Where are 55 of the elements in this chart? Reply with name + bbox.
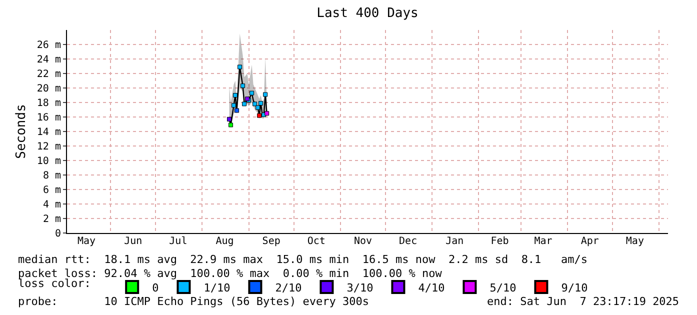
point [257, 113, 262, 118]
x-tick-label: Jun [124, 236, 142, 247]
legend-label: 1/10 [204, 281, 230, 294]
x-tick-label: Apr [580, 236, 599, 247]
y-tick-label: 12 m [36, 142, 61, 152]
point [258, 100, 264, 106]
y-tick-label: 16 m [36, 112, 61, 124]
y-tick-label: 2 m [42, 214, 61, 225]
x-tick-label: Feb [490, 236, 509, 247]
point [264, 111, 270, 116]
point [234, 108, 240, 113]
point [227, 116, 232, 122]
x-tick-label: May [78, 236, 96, 247]
point [263, 92, 268, 97]
chart-title: Last 400 Days [316, 6, 418, 22]
text: packet loss: 92.04 % avg 100.00 % max 0.00 % min 100.00 % now [18, 267, 442, 280]
x-tick-label: Nov [354, 236, 372, 247]
x-tick-label: May [626, 236, 644, 247]
x-tick-label: Jan [446, 236, 464, 247]
point [242, 102, 247, 106]
point [233, 93, 238, 98]
y-tick-label: 6 m [42, 185, 61, 196]
x-tick-label: Jul [169, 236, 188, 247]
legend-label: 2/10 [275, 281, 302, 294]
x-tick-label: Oct [307, 236, 326, 247]
text: probe: 10 ICMP Echo Pings (56 Bytes) every 300s [18, 295, 369, 308]
legend-label: 4/10 [418, 281, 445, 294]
legend-label: 0 [152, 281, 159, 294]
y-tick-label: 22 m [36, 69, 61, 80]
y-tick-label: 26 m [36, 40, 61, 51]
y-tick-label: 8 m [42, 170, 61, 182]
text: median rtt: 18.1 ms avg 22.9 ms max 15.0 ms min 16.5 ms now 2.2 ms sd 8.1 am/s [18, 253, 588, 266]
point [228, 122, 234, 128]
y-tick-label: 20 m [36, 84, 61, 94]
point [252, 102, 258, 106]
point [232, 103, 236, 108]
y-tick-label: 4 m [42, 200, 61, 210]
x-tick-label: Sep [262, 236, 280, 247]
legend-label: 9/10 [561, 281, 588, 294]
y-axis-title: Seconds [14, 104, 29, 159]
y-tick-label: 10 m [36, 156, 61, 167]
y-tick-label: 24 m [36, 54, 61, 66]
point [240, 84, 246, 88]
x-tick-label: Aug [216, 236, 234, 247]
text: end: Sat Jun 7 23:17:19 2025 [487, 295, 680, 308]
legend-label: 3/10 [346, 281, 374, 294]
y-tick-label: 0 [54, 228, 61, 240]
y-tick-label: 18 m [36, 98, 61, 109]
point [238, 64, 242, 70]
x-tick-label: Mar [534, 236, 552, 247]
point [256, 105, 260, 110]
point [250, 90, 254, 96]
x-tick-label: Dec [399, 236, 418, 247]
y-tick-label: 14 m [36, 127, 61, 138]
legend-label: 5/10 [490, 281, 516, 294]
